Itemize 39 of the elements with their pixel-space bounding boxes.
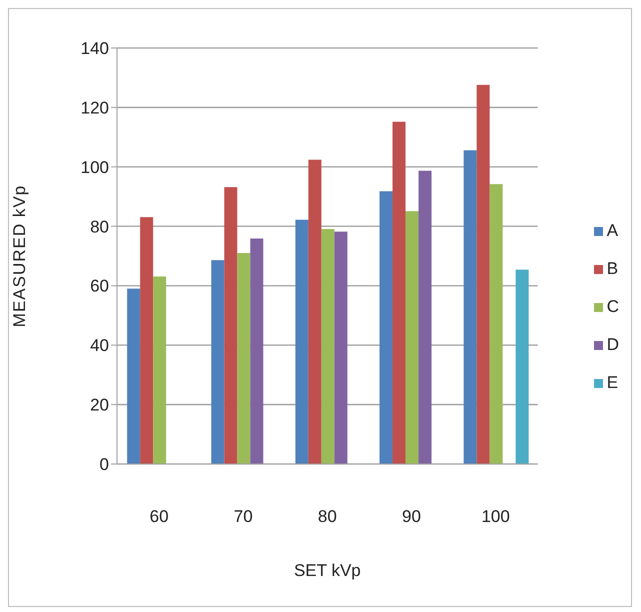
bar <box>392 122 406 464</box>
y-tick-label: 80 <box>90 217 109 236</box>
y-tick-label: 20 <box>90 396 109 415</box>
y-tick-label: 120 <box>80 98 109 118</box>
legend-label: B <box>606 258 618 278</box>
bar <box>153 276 166 464</box>
legend-label: A <box>606 220 618 240</box>
y-tick-label: 0 <box>100 455 109 474</box>
x-tick-label: 80 <box>318 507 337 526</box>
x-tick-label: 60 <box>150 507 169 526</box>
y-tick-label: 100 <box>80 158 109 177</box>
y-tick-label: 60 <box>90 276 109 296</box>
x-axis-title: SET kVp <box>294 561 361 580</box>
x-tick-label: 100 <box>481 507 510 526</box>
legend-label: E <box>606 372 618 392</box>
bar <box>211 260 224 464</box>
bar <box>224 187 238 464</box>
bar <box>418 170 432 464</box>
bar <box>380 191 393 464</box>
legend-label: C <box>606 296 619 316</box>
bar <box>464 150 477 464</box>
bar <box>237 253 250 464</box>
bar <box>321 228 334 464</box>
bar <box>406 211 419 464</box>
y-axis-title: MEASURED kVp <box>10 184 30 328</box>
bar <box>516 270 529 464</box>
bar <box>334 232 348 464</box>
bar <box>476 84 490 464</box>
x-tick-label: 70 <box>234 507 253 526</box>
y-tick-label: 140 <box>80 39 109 58</box>
bar <box>140 217 154 464</box>
bar <box>127 288 140 464</box>
bar <box>308 160 322 464</box>
legend-label: D <box>606 334 619 354</box>
x-tick-label: 90 <box>402 507 421 526</box>
bar <box>250 238 264 464</box>
bar <box>295 220 308 464</box>
bar <box>490 184 503 464</box>
y-tick-label: 40 <box>90 336 109 356</box>
